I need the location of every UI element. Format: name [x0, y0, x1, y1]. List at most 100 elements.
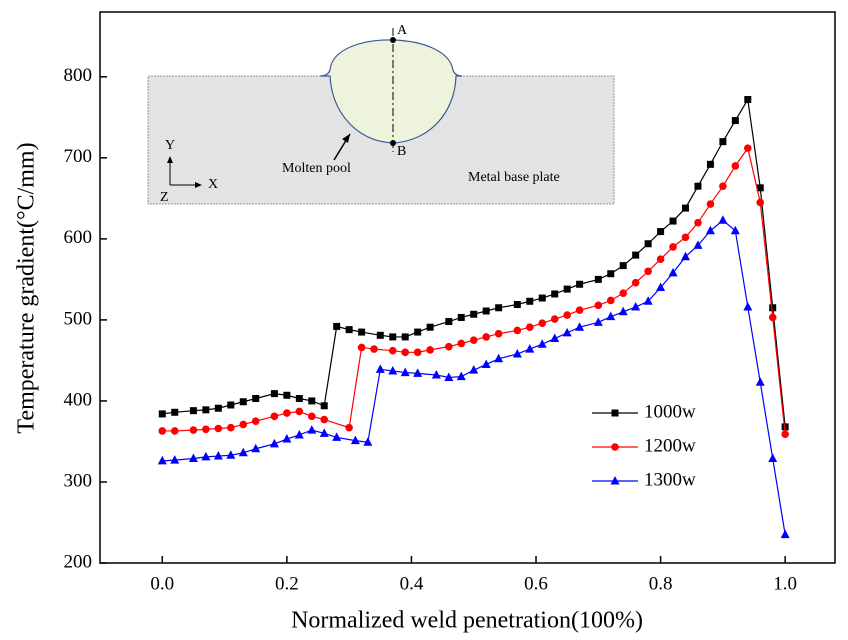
data-point [358, 328, 366, 336]
data-point [307, 412, 316, 421]
data-point [755, 377, 765, 386]
data-point [158, 410, 166, 418]
series-line [162, 219, 786, 535]
data-point [769, 304, 777, 312]
data-point [562, 327, 572, 337]
data-point [431, 370, 441, 379]
axis-z-label: Z [160, 190, 169, 205]
y-tick-label: 200 [64, 551, 93, 572]
legend-marker [611, 443, 619, 451]
data-point [413, 368, 423, 377]
data-point [681, 233, 690, 242]
data-point [512, 348, 522, 358]
data-point [426, 346, 434, 354]
data-point [251, 417, 260, 425]
data-point [388, 365, 398, 375]
data-point [469, 336, 478, 344]
data-point [657, 228, 665, 236]
data-point [270, 412, 279, 421]
data-point [414, 328, 422, 336]
data-point [593, 317, 603, 326]
data-point [269, 438, 279, 448]
data-point [389, 333, 397, 341]
data-point [618, 306, 628, 316]
data-point [719, 182, 727, 191]
data-point [575, 322, 585, 331]
data-point [189, 407, 197, 415]
axis-y-label: Y [165, 138, 175, 153]
data-point [426, 323, 434, 331]
data-point [283, 391, 291, 399]
data-point [158, 427, 167, 435]
data-point [375, 364, 385, 373]
data-point [481, 359, 491, 368]
data-point [388, 346, 397, 355]
data-point [370, 345, 378, 353]
data-point [401, 333, 409, 341]
data-point [413, 348, 422, 357]
axis-icon-heads [167, 156, 202, 188]
data-point [744, 96, 752, 104]
data-point [538, 319, 547, 327]
legend-label: 1200w [644, 435, 696, 456]
point-b-label: B [397, 144, 406, 159]
data-point [576, 280, 584, 288]
data-point [282, 434, 292, 443]
data-point [227, 401, 235, 409]
y-tick-label: 700 [64, 146, 93, 167]
data-point [283, 409, 291, 417]
legend-label: 1000w [644, 401, 696, 422]
x-tick-label: 0.6 [524, 573, 548, 594]
data-point [526, 297, 534, 305]
data-point [780, 529, 790, 539]
data-point [470, 310, 478, 318]
data-point [202, 425, 210, 434]
data-point [333, 322, 341, 330]
data-point [189, 426, 198, 434]
data-point [643, 296, 653, 305]
x-axis-label: Normalized weld penetration(100%) [291, 608, 643, 634]
data-point [188, 453, 198, 462]
data-point [401, 348, 410, 357]
data-point [350, 435, 360, 445]
data-point [644, 240, 652, 248]
data-point [768, 453, 778, 462]
x-tick-label: 0.8 [649, 573, 673, 594]
data-point [768, 313, 777, 322]
data-point [705, 225, 715, 235]
data-point [781, 423, 789, 431]
data-point [551, 290, 559, 298]
data-point [295, 395, 303, 403]
data-point [656, 282, 666, 291]
data-point [644, 267, 652, 276]
inset-diagram: A B Molten pool Metal base plate Y X Z [147, 23, 615, 205]
data-point [457, 313, 465, 321]
x-tick-label: 1.0 [773, 573, 797, 594]
data-point [632, 251, 640, 259]
data-point [308, 397, 316, 405]
data-point [731, 162, 740, 170]
data-point [345, 326, 353, 334]
data-point [170, 455, 180, 464]
data-point [376, 331, 384, 339]
y-tick-label: 600 [64, 227, 93, 248]
data-point [157, 455, 167, 465]
data-point [495, 304, 503, 312]
data-point [456, 371, 466, 381]
data-point [668, 267, 678, 277]
pool-label: Molten pool [282, 161, 351, 176]
data-point [482, 307, 490, 315]
data-point [294, 429, 304, 439]
data-point [482, 333, 490, 341]
legend-marker [611, 409, 619, 417]
data-point [706, 160, 714, 168]
data-point [669, 217, 677, 225]
data-point [743, 301, 753, 311]
plate-label: Metal base plate [468, 170, 560, 185]
data-point [681, 251, 691, 261]
data-point [756, 184, 764, 192]
data-point [656, 255, 665, 263]
data-point [494, 329, 503, 338]
data-point [201, 451, 211, 461]
